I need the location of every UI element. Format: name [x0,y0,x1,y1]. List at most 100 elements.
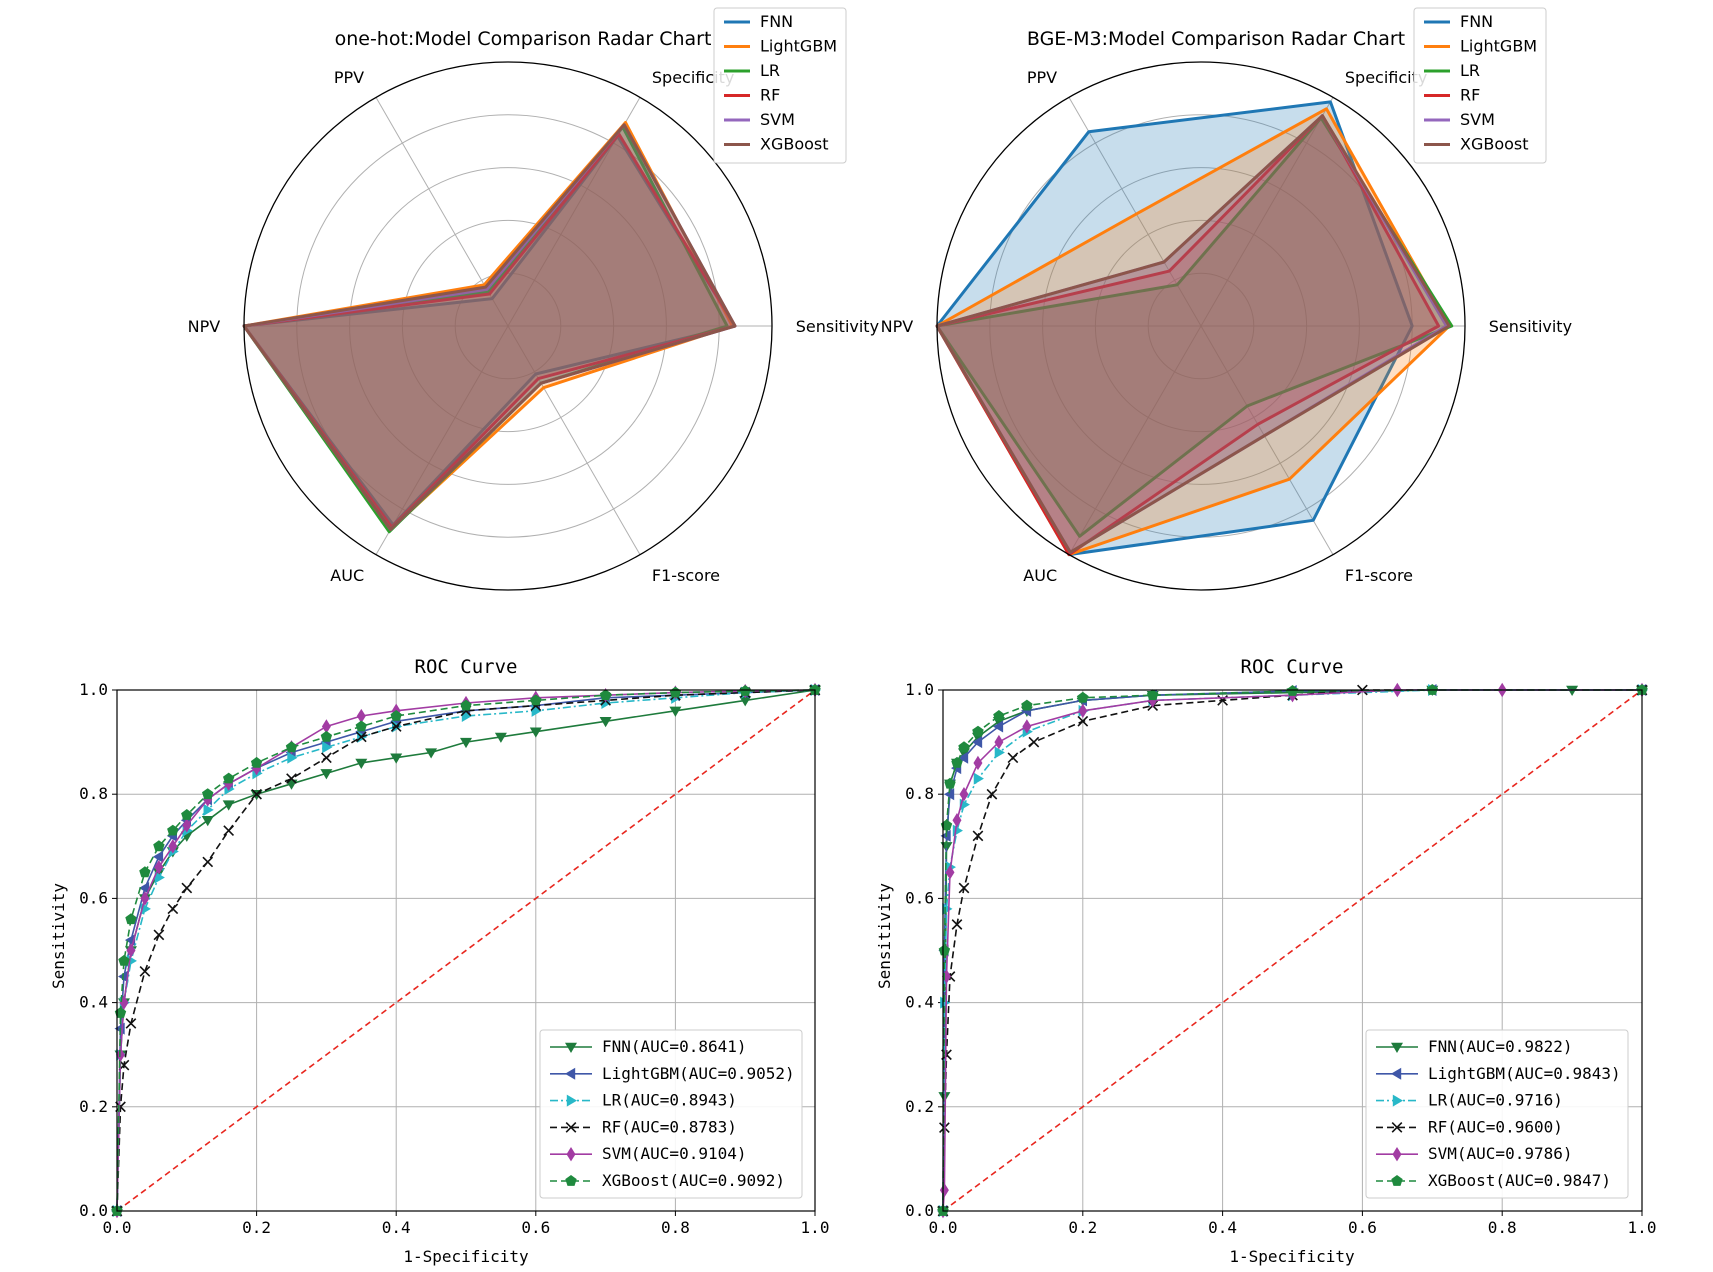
roc-point-rf [972,830,984,842]
roc-point-fnn [599,717,612,728]
roc-point-lightgbm [943,788,955,801]
legend-marker-lr [566,1094,577,1107]
roc-tick-label-y: 0.0 [79,1201,108,1220]
roc-point-svm [994,734,1004,750]
roc-tick-label-y: 0.4 [905,993,934,1012]
legend-marker-xgboost [1391,1175,1403,1186]
radar-title: BGE-M3:Model Comparison Radar Chart [1027,28,1405,50]
roc-point-xgboost [181,809,193,820]
roc-point-xgboost [972,725,984,737]
legend-box [539,1029,803,1199]
legend-marker-lightgbm [1391,1067,1402,1080]
roc-point-svm [182,818,192,833]
roc-point-svm [321,719,331,734]
roc-point-fnn [320,769,333,780]
radar-axis-label: Specificity [1345,68,1427,87]
roc-point-rf [1077,715,1089,727]
roc-tick-label-y: 0.2 [79,1097,108,1116]
roc-frame [116,689,816,1212]
roc-point-xgboost [1147,689,1159,701]
roc-point-xgboost [530,694,542,706]
roc-tick-label-y: 0.8 [905,784,934,803]
roc-point-lightgbm [992,720,1004,733]
roc-point-xgboost [1021,699,1033,711]
roc-point-svm [959,787,969,802]
roc-tick-label-y: 0.8 [79,784,108,803]
radar-axis-label: Sensitivity [796,317,879,336]
roc-point-rf [181,882,193,894]
radar-axis-label: F1-score [652,566,720,585]
radar-spoke [375,325,509,555]
roc-point-xgboost [139,866,151,878]
roc-point-svm [126,943,136,958]
roc-point-svm [939,1182,949,1198]
roc-point-rf [958,882,970,894]
roc-ylabel: Sensitivity [875,883,894,989]
roc-point-lr [203,803,214,816]
radar-axis-label: AUC [1023,566,1057,585]
roc-point-rf [139,965,151,977]
roc-point-rf [390,721,402,732]
legend-label-rf: RF(AUC=0.9600) [1428,1117,1563,1136]
legend-label-lr: LR(AUC=0.8943) [602,1091,737,1110]
legend-marker-svm [566,1147,576,1162]
roc-series-xgboost [111,684,821,1216]
radar-axis-label: NPV [188,317,221,336]
radar-chart-one-hot: one-hot:Model Comparison Radar Chart Sen… [188,7,879,591]
legend-label-lr: LR [760,61,780,80]
radar-axis-label: F1-score [1345,566,1413,585]
roc-point-svm [356,708,366,724]
legend-marker-rf [1391,1122,1403,1133]
legend-label-lr: LR [1460,61,1480,80]
legend-label-fnn: FNN [760,12,793,31]
roc-point-xgboost [669,686,682,698]
roc-point-rf [223,825,235,837]
roc-point-rf [125,1018,137,1029]
roc-point-svm [1022,719,1032,734]
roc-point-lr [322,741,333,754]
legend-label-fnn: FNN(AUC=0.9822) [1428,1037,1573,1056]
legend-label-xgboost: XGBoost(AUC=0.9847) [1428,1171,1611,1190]
roc-point-xgboost [958,741,970,753]
roc-tick-label-y: 1.0 [79,680,108,699]
roc-legend: FNN(AUC=0.9822) LightGBM(AUC=0.9843) LR(AU… [1365,1029,1629,1199]
roc-tick-label-x: 0.4 [1208,1218,1237,1237]
roc-point-lightgbm [957,751,969,764]
roc-point-fnn [425,748,438,759]
legend-label-fnn: FNN [1460,12,1493,31]
roc-point-rf [153,929,165,941]
roc-point-xgboost [125,913,137,925]
roc-point-xgboost [460,699,472,711]
roc-point-rf [355,731,367,743]
roc-tick-label-y: 0.6 [905,888,934,907]
roc-tick-label-y: 0.4 [79,993,108,1012]
legend-label-lightgbm: LightGBM(AUC=0.9843) [1428,1064,1621,1083]
legend-label-svm: SVM(AUC=0.9104) [602,1144,747,1163]
radar-spoke [1068,325,1202,555]
legend-label-xgboost: XGBoost(AUC=0.9092) [602,1171,785,1190]
legend-label-xgboost: XGBoost [1460,135,1529,154]
legend-label-fnn: FNN(AUC=0.8641) [602,1037,747,1056]
roc-point-xgboost [951,756,963,768]
roc-point-svm [973,755,983,771]
roc-tick-label-x: 0.0 [103,1218,132,1237]
legend-label-rf: RF(AUC=0.8783) [602,1117,737,1136]
roc-point-fnn [669,706,682,717]
roc-title: ROC Curve [1241,656,1344,678]
radar-axis-label: AUC [330,566,364,585]
roc-point-lr [287,751,298,764]
roc-point-xgboost [250,756,263,768]
roc-tick-label-y: 0.0 [905,1201,934,1220]
legend-label-lightgbm: LightGBM [1460,37,1537,56]
legend-label-svm: SVM [760,110,795,129]
roc-point-fnn [494,732,507,743]
radar-axis-label: NPV [881,317,914,336]
radar-series-xgboost [242,123,737,531]
roc-legend: FNN(AUC=0.8641) LightGBM(AUC=0.9052) LR(AU… [539,1029,803,1199]
radar-title: one-hot:Model Comparison Radar Chart [335,28,712,50]
roc-point-lightgbm [152,850,164,863]
radar-spoke [1068,97,1202,327]
legend-label-xgboost: XGBoost [760,135,829,154]
roc-point-svm [941,969,951,984]
roc-chance-line [116,689,816,1212]
